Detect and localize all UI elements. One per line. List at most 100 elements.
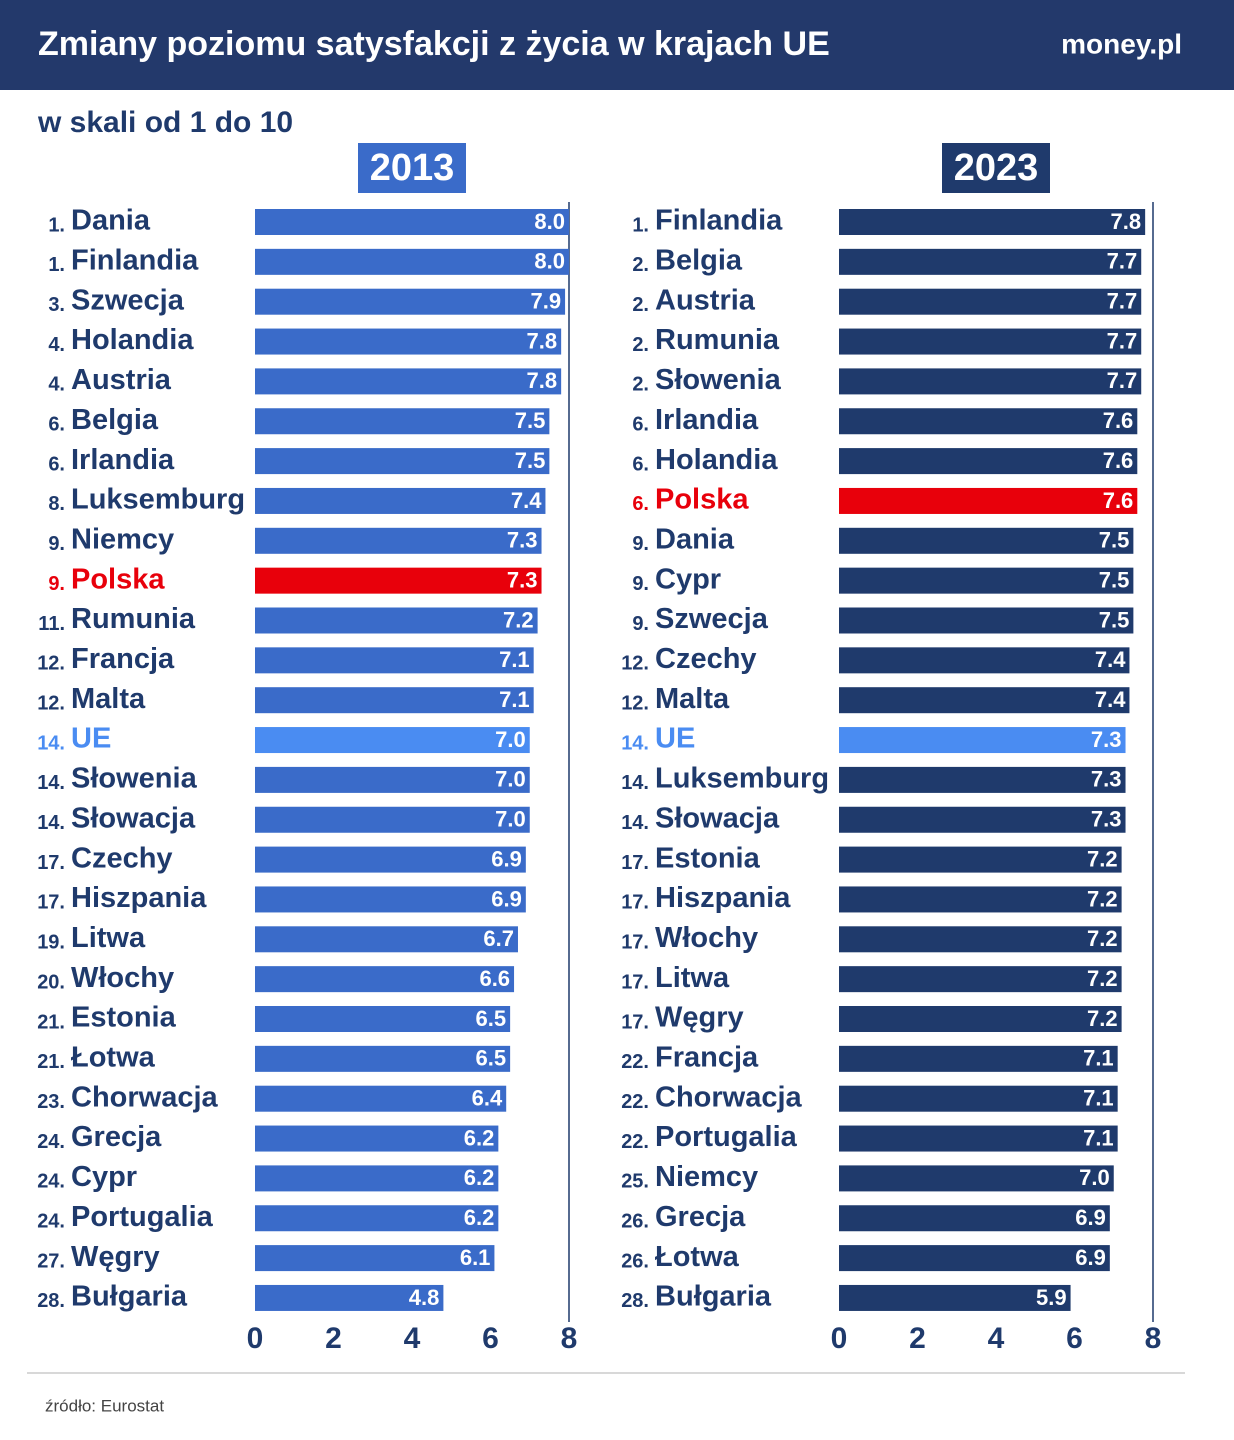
rank: 3.	[48, 294, 65, 316]
category-label: Hiszpania	[71, 882, 207, 914]
rank: 17.	[621, 1011, 649, 1033]
bar	[839, 527, 1134, 554]
bar	[839, 408, 1138, 435]
value-label: 7.5	[1099, 528, 1130, 553]
bar	[839, 1045, 1118, 1072]
rank: 28.	[37, 1290, 65, 1312]
value-label: 7.6	[1103, 448, 1134, 473]
rank: 27.	[37, 1250, 65, 1272]
value-label: 7.7	[1107, 368, 1138, 393]
bar	[839, 288, 1142, 315]
value-label: 6.5	[476, 1006, 507, 1031]
bar	[255, 1245, 495, 1272]
rank: 22.	[621, 1051, 649, 1073]
value-label: 7.3	[507, 567, 538, 592]
value-label: 6.4	[472, 1086, 503, 1111]
category-label: UE	[655, 723, 695, 755]
year-box	[942, 143, 1050, 193]
rank: 14.	[37, 732, 65, 754]
x-tick-label: 2	[909, 1322, 926, 1355]
category-label: Estonia	[71, 1002, 177, 1034]
rank: 22.	[621, 1091, 649, 1113]
bar	[255, 687, 534, 714]
value-label: 6.9	[1075, 1245, 1106, 1270]
category-label: Czechy	[655, 643, 757, 675]
rank: 1.	[48, 254, 65, 276]
bar	[839, 1165, 1114, 1192]
bar	[839, 1006, 1122, 1032]
value-label: 7.4	[1095, 687, 1126, 712]
value-label: 7.3	[1091, 767, 1122, 792]
category-label: Węgry	[71, 1241, 160, 1273]
bar	[839, 806, 1126, 833]
rank: 6.	[632, 493, 649, 515]
rank: 28.	[621, 1290, 649, 1312]
category-label: Polska	[655, 484, 749, 516]
category-label: Portugalia	[71, 1201, 214, 1233]
value-label: 8.0	[534, 209, 565, 234]
rank: 14.	[621, 732, 649, 754]
category-label: Słowacja	[71, 802, 196, 834]
bar	[839, 687, 1130, 714]
x-tick-label: 8	[1145, 1322, 1162, 1355]
bar	[255, 727, 530, 754]
rank: 9.	[48, 573, 65, 595]
category-label: Łotwa	[655, 1241, 740, 1273]
value-label: 7.6	[1103, 488, 1134, 513]
rank: 2.	[632, 294, 649, 316]
bar	[839, 846, 1122, 873]
x-tick-label: 0	[247, 1322, 264, 1355]
value-label: 7.2	[1087, 886, 1118, 911]
value-label: 7.0	[495, 727, 526, 752]
bar	[839, 647, 1130, 674]
x-tick-label: 8	[561, 1322, 578, 1355]
bar	[839, 1125, 1118, 1152]
bar	[255, 806, 530, 833]
value-label: 6.7	[483, 926, 514, 951]
bar	[255, 408, 550, 435]
rank: 14.	[37, 772, 65, 794]
category-label: Luksemburg	[71, 484, 245, 516]
bar	[839, 886, 1122, 913]
value-label: 7.7	[1107, 328, 1138, 353]
rank: 23.	[37, 1091, 65, 1113]
category-label: Polska	[71, 563, 165, 595]
bar	[839, 1085, 1118, 1112]
bar	[255, 448, 550, 475]
category-label: Belgia	[655, 245, 743, 277]
bar	[255, 1284, 444, 1311]
value-label: 7.8	[1111, 209, 1142, 234]
bar	[839, 248, 1142, 275]
bar	[255, 607, 538, 634]
category-label: Hiszpania	[655, 882, 791, 914]
bar	[255, 926, 518, 953]
bar	[255, 1045, 511, 1072]
rank: 12.	[37, 653, 65, 675]
rank: 14.	[621, 812, 649, 834]
category-label: Rumunia	[655, 324, 780, 356]
bar	[839, 966, 1122, 993]
value-label: 7.1	[1083, 1125, 1114, 1150]
category-label: Czechy	[71, 842, 173, 874]
category-label: Malta	[655, 683, 730, 715]
bar	[839, 328, 1142, 355]
rank: 22.	[621, 1131, 649, 1153]
rank: 2.	[632, 334, 649, 356]
value-label: 7.5	[1099, 567, 1130, 592]
category-label: Finlandia	[655, 205, 783, 237]
rank: 4.	[48, 334, 65, 356]
value-label: 6.9	[1075, 1205, 1106, 1230]
value-label: 5.9	[1036, 1285, 1067, 1310]
category-label: Niemcy	[71, 523, 174, 555]
bar	[839, 727, 1126, 754]
category-label: Rumunia	[71, 603, 196, 635]
category-label: Słowenia	[655, 364, 782, 396]
category-label: Belgia	[71, 404, 159, 436]
value-label: 7.5	[515, 448, 546, 473]
category-label: Słowenia	[71, 763, 198, 795]
bar	[839, 448, 1138, 475]
bar	[255, 248, 569, 275]
bar	[255, 1125, 499, 1152]
